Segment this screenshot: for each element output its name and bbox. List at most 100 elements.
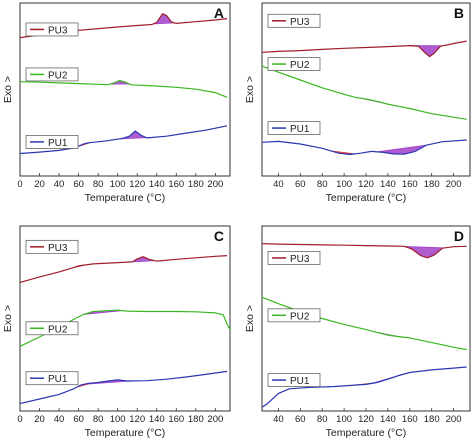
series-line bbox=[261, 40, 467, 58]
x-tick-label: 160 bbox=[168, 414, 184, 425]
x-tick-label: 40 bbox=[54, 179, 65, 190]
x-tick-label: 120 bbox=[129, 179, 145, 190]
panel-label: C bbox=[214, 228, 224, 244]
legend-label: PU3 bbox=[290, 254, 310, 265]
series-line bbox=[19, 370, 228, 405]
y-axis-label: Exo > bbox=[244, 76, 256, 103]
legend-entry-pu2: PU2 bbox=[25, 321, 79, 336]
x-tick-label: 80 bbox=[317, 414, 328, 425]
x-tick-label: 140 bbox=[149, 414, 165, 425]
panel-c: PU3 PU2 PU1 0 20 40 60 80 100 120 140 160 180 200 Temp… bbox=[2, 225, 231, 439]
legend-entry-pu1: PU1 bbox=[267, 373, 321, 387]
series-pu1 bbox=[19, 125, 228, 155]
legend-entry-pu3: PU3 bbox=[267, 251, 321, 265]
x-tick-label: 200 bbox=[207, 414, 223, 425]
legend-box bbox=[25, 321, 79, 336]
x-tick-label: 140 bbox=[380, 414, 396, 425]
x-tick-label: 180 bbox=[188, 414, 204, 425]
x-tick-label: 60 bbox=[295, 414, 306, 425]
series-line bbox=[261, 139, 467, 156]
x-tick-label: 0 bbox=[17, 414, 22, 425]
peak-baseline bbox=[83, 380, 133, 385]
legend-entry-pu2: PU2 bbox=[25, 67, 79, 82]
x-tick-label: 180 bbox=[424, 414, 440, 425]
legend-box bbox=[267, 251, 321, 265]
legend-label: PU1 bbox=[290, 376, 310, 387]
plot-frame bbox=[19, 225, 231, 412]
series-pu3 bbox=[261, 40, 467, 58]
legend-label: PU3 bbox=[48, 25, 68, 36]
x-tick-label: 200 bbox=[446, 179, 462, 190]
x-tick-label: 0 bbox=[17, 179, 22, 190]
peak-baseline bbox=[404, 245, 445, 249]
panel-label: A bbox=[214, 5, 224, 21]
legend-label: PU3 bbox=[290, 17, 310, 28]
y-axis-label: Exo > bbox=[2, 305, 14, 332]
legend-box bbox=[267, 121, 321, 135]
series-line bbox=[19, 125, 228, 155]
y-axis-label: Exo > bbox=[2, 76, 14, 103]
x-tick-label: 200 bbox=[207, 179, 223, 190]
panel-b: PU3 PU2 PU1 40 60 80 100 120 140 160 180 200 Tempera… bbox=[244, 2, 471, 204]
legend-box bbox=[267, 308, 321, 323]
peak-area bbox=[109, 80, 130, 85]
x-tick-label: 160 bbox=[168, 179, 184, 190]
x-tick-label: 200 bbox=[446, 414, 462, 425]
series-line bbox=[261, 296, 467, 351]
legend-label: PU1 bbox=[48, 374, 68, 385]
x-tick-label: 100 bbox=[110, 179, 126, 190]
peak-baseline bbox=[376, 144, 427, 153]
panel-label: B bbox=[454, 5, 464, 21]
plot-frame bbox=[19, 2, 231, 177]
legend-entry-pu3: PU3 bbox=[25, 22, 79, 37]
peak-baseline bbox=[152, 22, 175, 25]
x-tick-label: 40 bbox=[273, 179, 284, 190]
x-tick-label: 100 bbox=[110, 414, 126, 425]
x-tick-label: 20 bbox=[34, 179, 45, 190]
peak-area bbox=[404, 246, 445, 258]
legend-box bbox=[267, 373, 321, 387]
x-tick-label: 40 bbox=[273, 414, 284, 425]
series-pu2 bbox=[19, 79, 228, 98]
legend-entry-pu1: PU1 bbox=[25, 371, 79, 386]
panel-label: D bbox=[454, 228, 464, 244]
peak-baseline bbox=[330, 150, 356, 155]
legend-box bbox=[25, 67, 79, 82]
legend-entry-pu2: PU2 bbox=[267, 57, 321, 71]
x-tick-label: 80 bbox=[317, 179, 328, 190]
legend-entry-pu3: PU3 bbox=[267, 13, 321, 28]
x-axis-label: Temperature (°C) bbox=[85, 192, 166, 204]
x-tick-label: 160 bbox=[402, 179, 418, 190]
x-tick-label: 60 bbox=[73, 179, 84, 190]
series-pu2 bbox=[261, 65, 467, 120]
panel-a: PU3 PU2 PU1 0 20 40 60 80 100 120 140 160 180 200 Temp… bbox=[2, 2, 231, 204]
x-axis-label: Temperature (°C) bbox=[326, 427, 407, 439]
legend-box bbox=[25, 371, 79, 386]
peak-area bbox=[152, 13, 175, 24]
x-tick-label: 60 bbox=[73, 414, 84, 425]
x-tick-label: 140 bbox=[149, 179, 165, 190]
legend-box bbox=[25, 134, 79, 149]
series-pu3 bbox=[261, 243, 467, 259]
series-pu1 bbox=[261, 366, 467, 408]
legend-label: PU2 bbox=[290, 311, 310, 322]
series-line bbox=[261, 65, 467, 120]
x-tick-label: 100 bbox=[336, 414, 352, 425]
legend-label: PU2 bbox=[48, 324, 68, 335]
series-line bbox=[261, 243, 467, 259]
legend-box bbox=[267, 13, 321, 28]
series-line bbox=[19, 255, 228, 283]
x-tick-label: 160 bbox=[402, 414, 418, 425]
series-pu2 bbox=[261, 296, 467, 351]
x-tick-label: 100 bbox=[336, 179, 352, 190]
series-pu1 bbox=[19, 370, 228, 405]
series-line bbox=[19, 79, 228, 98]
x-tick-label: 80 bbox=[93, 179, 104, 190]
legend-box bbox=[25, 22, 79, 37]
x-tick-label: 80 bbox=[93, 414, 104, 425]
x-tick-label: 180 bbox=[424, 179, 440, 190]
x-axis-label: Temperature (°C) bbox=[85, 427, 166, 439]
plot-frame bbox=[261, 2, 471, 177]
y-axis-label: Exo > bbox=[244, 305, 256, 332]
